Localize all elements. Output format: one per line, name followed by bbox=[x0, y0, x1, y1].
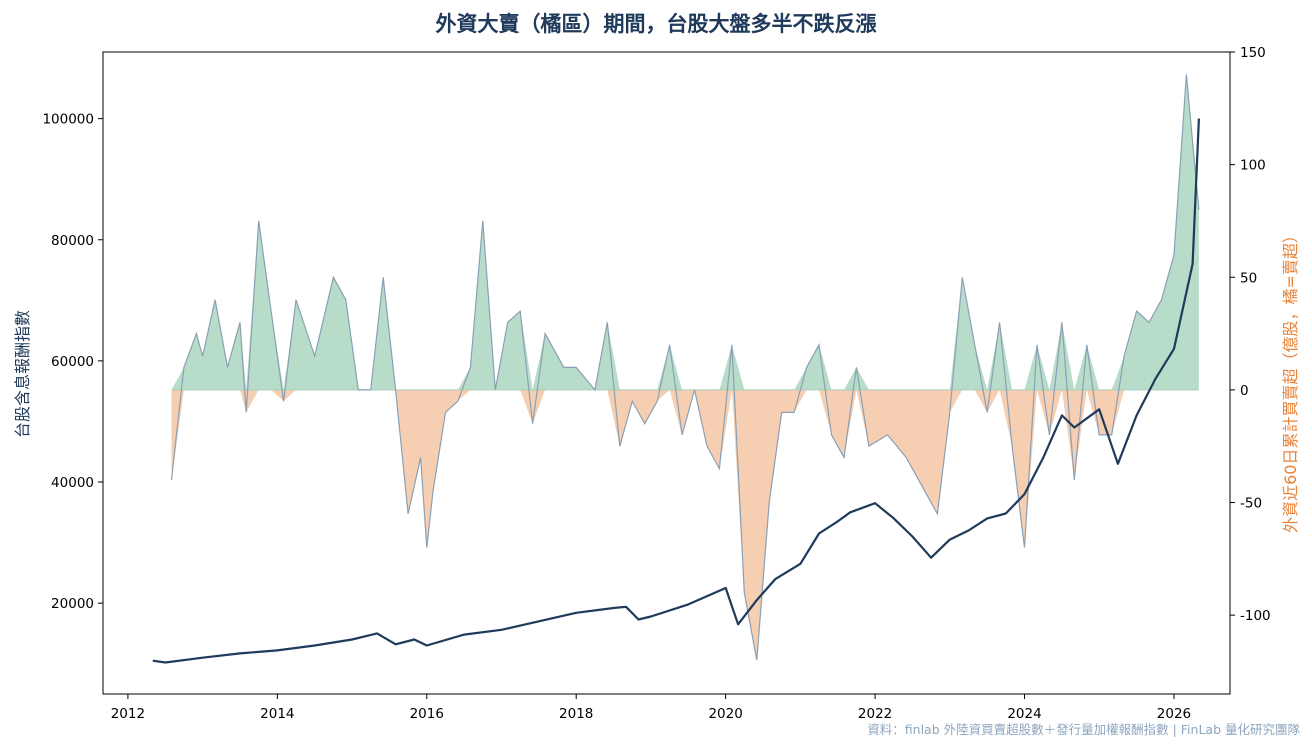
y-left-tick-label: 100000 bbox=[42, 112, 94, 128]
x-tick-label: 2016 bbox=[410, 706, 444, 722]
y-right-tick-label: 0 bbox=[1240, 383, 1249, 399]
index-line bbox=[152, 118, 1200, 664]
x-tick-label: 2026 bbox=[1157, 706, 1191, 722]
chart-title: 外資大賣（橘區）期間，台股大盤多半不跌反漲 bbox=[435, 12, 877, 36]
flow-line bbox=[170, 74, 1200, 661]
y-axis-ticks-right: 150 100 50 0 -50 -100 bbox=[1230, 45, 1271, 624]
y-right-tick-label: 150 bbox=[1240, 45, 1266, 61]
x-tick-label: 2022 bbox=[858, 706, 892, 722]
x-tick-label: 2012 bbox=[111, 706, 145, 722]
y-left-tick-label: 80000 bbox=[51, 233, 94, 249]
buy-area bbox=[171, 74, 1199, 390]
x-tick-label: 2018 bbox=[559, 706, 593, 722]
y-right-tick-label: 100 bbox=[1240, 158, 1266, 174]
y-right-tick-label: 50 bbox=[1240, 270, 1257, 286]
y-left-tick-label: 40000 bbox=[51, 475, 94, 491]
x-axis-ticks: 2012 2014 2016 2018 2020 2022 2024 2026 bbox=[111, 694, 1191, 722]
y-right-tick-label: -50 bbox=[1240, 496, 1262, 512]
y-axis-ticks-left: 20000 40000 60000 80000 100000 bbox=[42, 112, 103, 612]
y-left-tick-label: 60000 bbox=[51, 354, 94, 370]
x-tick-label: 2014 bbox=[260, 706, 294, 722]
x-tick-label: 2020 bbox=[708, 706, 742, 722]
plot-frame bbox=[102, 51, 1231, 695]
y-left-tick-label: 20000 bbox=[51, 596, 94, 612]
x-tick-label: 2024 bbox=[1007, 706, 1041, 722]
sell-area bbox=[171, 389, 1199, 661]
y-right-tick-label: -100 bbox=[1240, 608, 1271, 624]
series-lines bbox=[152, 74, 1200, 664]
source-note: 資料：finlab 外陸資買賣超股數＋發行量加權報酬指數 | FinLab 量化… bbox=[867, 722, 1300, 737]
flow-fill-areas bbox=[171, 74, 1199, 661]
